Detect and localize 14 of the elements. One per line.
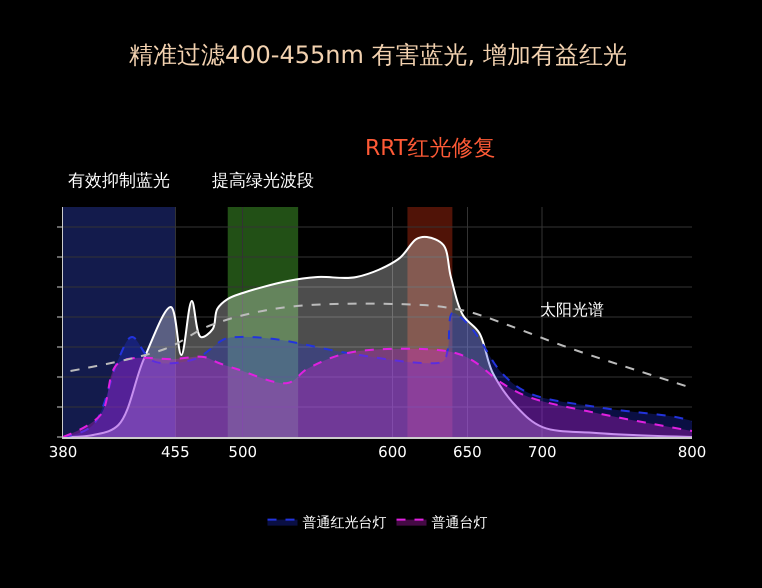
- x-tick-label: 500: [228, 443, 258, 461]
- chart-title: 精准过滤400-455nm 有害蓝光, 增加有益红光: [129, 41, 627, 69]
- band-label: RRT红光修复: [365, 136, 496, 161]
- x-tick-label: 455: [161, 443, 190, 461]
- x-tick-label: 650: [453, 443, 482, 461]
- x-tick-label: 700: [528, 443, 557, 461]
- legend-label: 普通台灯: [432, 514, 488, 532]
- x-tick-label: 600: [378, 443, 407, 461]
- x-tick-label: 380: [48, 443, 78, 461]
- band-label: 有效抑制蓝光: [68, 171, 170, 191]
- series-label: 太阳光谱: [540, 300, 604, 319]
- legend-label: 普通红光台灯: [302, 514, 386, 532]
- band-label: 提高绿光波段: [212, 171, 314, 191]
- x-tick-label: 800: [678, 443, 706, 461]
